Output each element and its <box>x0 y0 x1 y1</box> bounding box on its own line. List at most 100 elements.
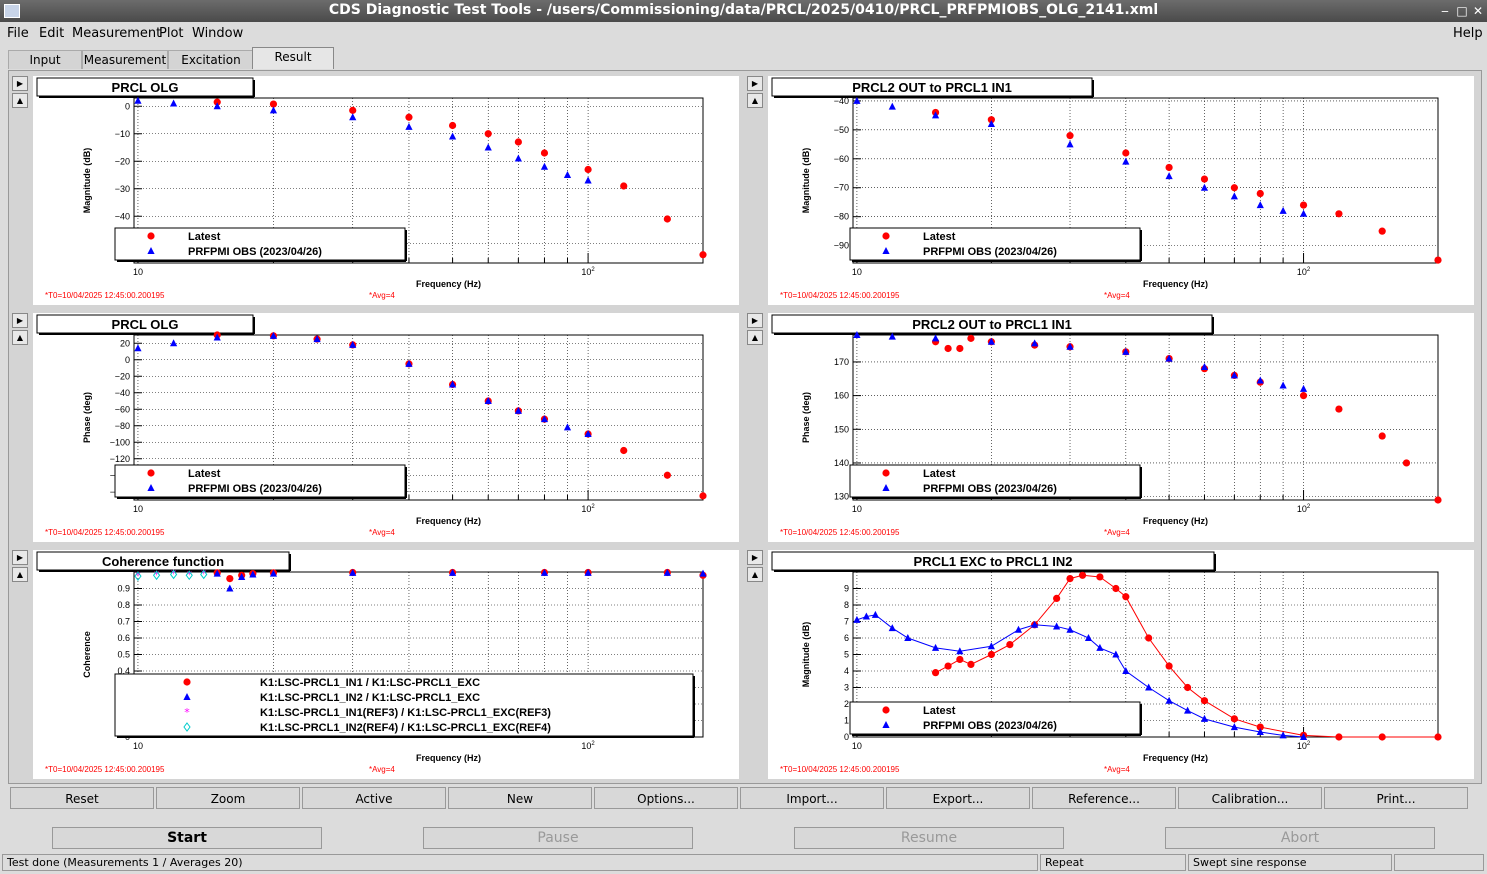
abort-button[interactable]: Abort <box>1165 827 1435 849</box>
tab-measurement[interactable]: Measurement <box>82 50 168 69</box>
options-button[interactable]: Options... <box>594 787 738 809</box>
y-tick-label: −40 <box>115 388 130 398</box>
data-point <box>967 660 975 668</box>
y-axis-label: Magnitude (dB) <box>82 148 92 214</box>
data-point <box>134 96 142 104</box>
data-point <box>1096 643 1104 651</box>
plot-frame <box>852 97 1439 264</box>
menu-plot[interactable]: Plot <box>159 26 184 41</box>
data-point <box>484 397 492 404</box>
data-point <box>1066 140 1074 148</box>
avg-annotation: *Avg=4 <box>1104 291 1130 300</box>
plot-panel[interactable]: PRCL OLG200−20−40−60−80−100−120−140−1601… <box>33 313 739 542</box>
reset-button[interactable]: Reset <box>10 787 154 809</box>
active-button[interactable]: Active <box>302 787 446 809</box>
data-point <box>1378 432 1386 440</box>
data-point <box>514 138 522 146</box>
window-menu-icon[interactable] <box>4 4 20 18</box>
data-point <box>484 130 492 138</box>
tab-result[interactable]: Result <box>252 47 334 69</box>
status-mode: Repeat <box>1040 854 1186 871</box>
data-point <box>944 662 952 670</box>
x-tick-label: 102 <box>1297 741 1311 751</box>
y-tick-label: 0 <box>125 101 130 111</box>
data-point <box>584 430 592 437</box>
x-tick-label: 10 <box>852 741 862 751</box>
menu-help[interactable]: Help <box>1453 26 1483 41</box>
legend-marker <box>882 247 890 254</box>
export-button[interactable]: Export... <box>886 787 1030 809</box>
data-point <box>584 176 592 184</box>
data-point <box>1200 183 1209 191</box>
plot-panel[interactable]: PRCL2 OUT to PRCL1 IN1 −40 −50 −60 −70 −80 −90… <box>768 76 1474 305</box>
avg-annotation: *Avg=4 <box>1104 528 1130 537</box>
data-point <box>134 571 142 581</box>
start-button[interactable]: Start <box>52 827 322 849</box>
data-point <box>1299 201 1308 209</box>
panel-next-button[interactable]: ▶ <box>747 550 763 565</box>
data-point <box>169 99 178 107</box>
data-point <box>987 120 995 128</box>
panel-up-button[interactable]: ▲ <box>747 567 763 582</box>
reference-button[interactable]: Reference... <box>1032 787 1176 809</box>
data-point <box>1145 634 1153 642</box>
x-tick-label: 10 <box>133 741 143 751</box>
data-point <box>1078 571 1087 579</box>
series-line <box>856 614 1304 738</box>
tab-input[interactable]: Input <box>8 50 82 69</box>
panel-next-button[interactable]: ▶ <box>12 550 28 565</box>
resume-button[interactable]: Resume <box>794 827 1064 849</box>
panel-up-button[interactable]: ▲ <box>12 93 28 108</box>
plot-panel[interactable]: PRCL2 OUT to PRCL1 IN1 170 160 150 140 130 10 1… <box>768 313 1474 542</box>
import-button[interactable]: Import... <box>740 787 884 809</box>
data-point <box>1031 339 1039 347</box>
legend-marker <box>147 469 155 477</box>
menu-edit[interactable]: Edit <box>39 26 65 41</box>
data-point <box>1299 392 1308 400</box>
plot-panel[interactable]: Coherence function0.90.80.70.60.50.40.30… <box>33 550 739 779</box>
maximize-icon[interactable]: □ <box>1456 4 1468 18</box>
series-markers <box>134 331 592 437</box>
panel-next-button[interactable]: ▶ <box>747 313 763 328</box>
data-point <box>349 113 357 121</box>
data-point <box>1230 723 1238 731</box>
data-point <box>269 569 278 577</box>
close-icon[interactable]: ✕ <box>1472 4 1484 18</box>
calibration-button[interactable]: Calibration... <box>1178 787 1322 809</box>
legend-label: K1:LSC-PRCL1_IN2(REF4) / K1:LSC-PRCL1_EX… <box>260 722 551 734</box>
panel-up-button[interactable]: ▲ <box>747 93 763 108</box>
data-point <box>563 171 572 178</box>
menu-file[interactable]: File <box>7 26 29 41</box>
plot-panel[interactable]: PRCL1 EXC to PRCL1 IN2 9 8 7 6 5 4 3 2 1 0 10 102 Fre… <box>768 550 1474 779</box>
panel-up-button[interactable]: ▲ <box>747 330 763 345</box>
panel-up-button[interactable]: ▲ <box>12 330 28 345</box>
legend-marker <box>882 469 890 477</box>
y-tick-label: 9 <box>844 584 849 594</box>
print-button[interactable]: Print... <box>1324 787 1468 809</box>
panel-up-button[interactable]: ▲ <box>12 567 28 582</box>
minimize-icon[interactable]: ‒ <box>1441 4 1449 18</box>
pause-button[interactable]: Pause <box>423 827 693 849</box>
data-point <box>853 615 861 623</box>
data-point <box>213 102 221 110</box>
data-point <box>888 332 896 340</box>
panel-next-button[interactable]: ▶ <box>747 76 763 91</box>
data-point <box>1066 625 1074 633</box>
zoom-button[interactable]: Zoom <box>156 787 300 809</box>
menu-window[interactable]: Window <box>192 26 244 41</box>
data-point <box>169 339 178 347</box>
data-point <box>1256 376 1264 384</box>
panel-next-button[interactable]: ▶ <box>12 313 28 328</box>
menu-measurement[interactable]: Measurement <box>72 26 162 41</box>
data-point <box>931 669 940 677</box>
panel-next-button[interactable]: ▶ <box>12 76 28 91</box>
y-tick-label: 0.8 <box>117 600 130 610</box>
data-point <box>269 331 278 339</box>
new-button[interactable]: New <box>448 787 592 809</box>
tab-excitation[interactable]: Excitation <box>168 50 254 69</box>
data-point <box>1031 620 1039 628</box>
data-point <box>1122 149 1130 157</box>
plot-frame <box>133 97 704 264</box>
y-tick-label: 0 <box>844 732 849 742</box>
